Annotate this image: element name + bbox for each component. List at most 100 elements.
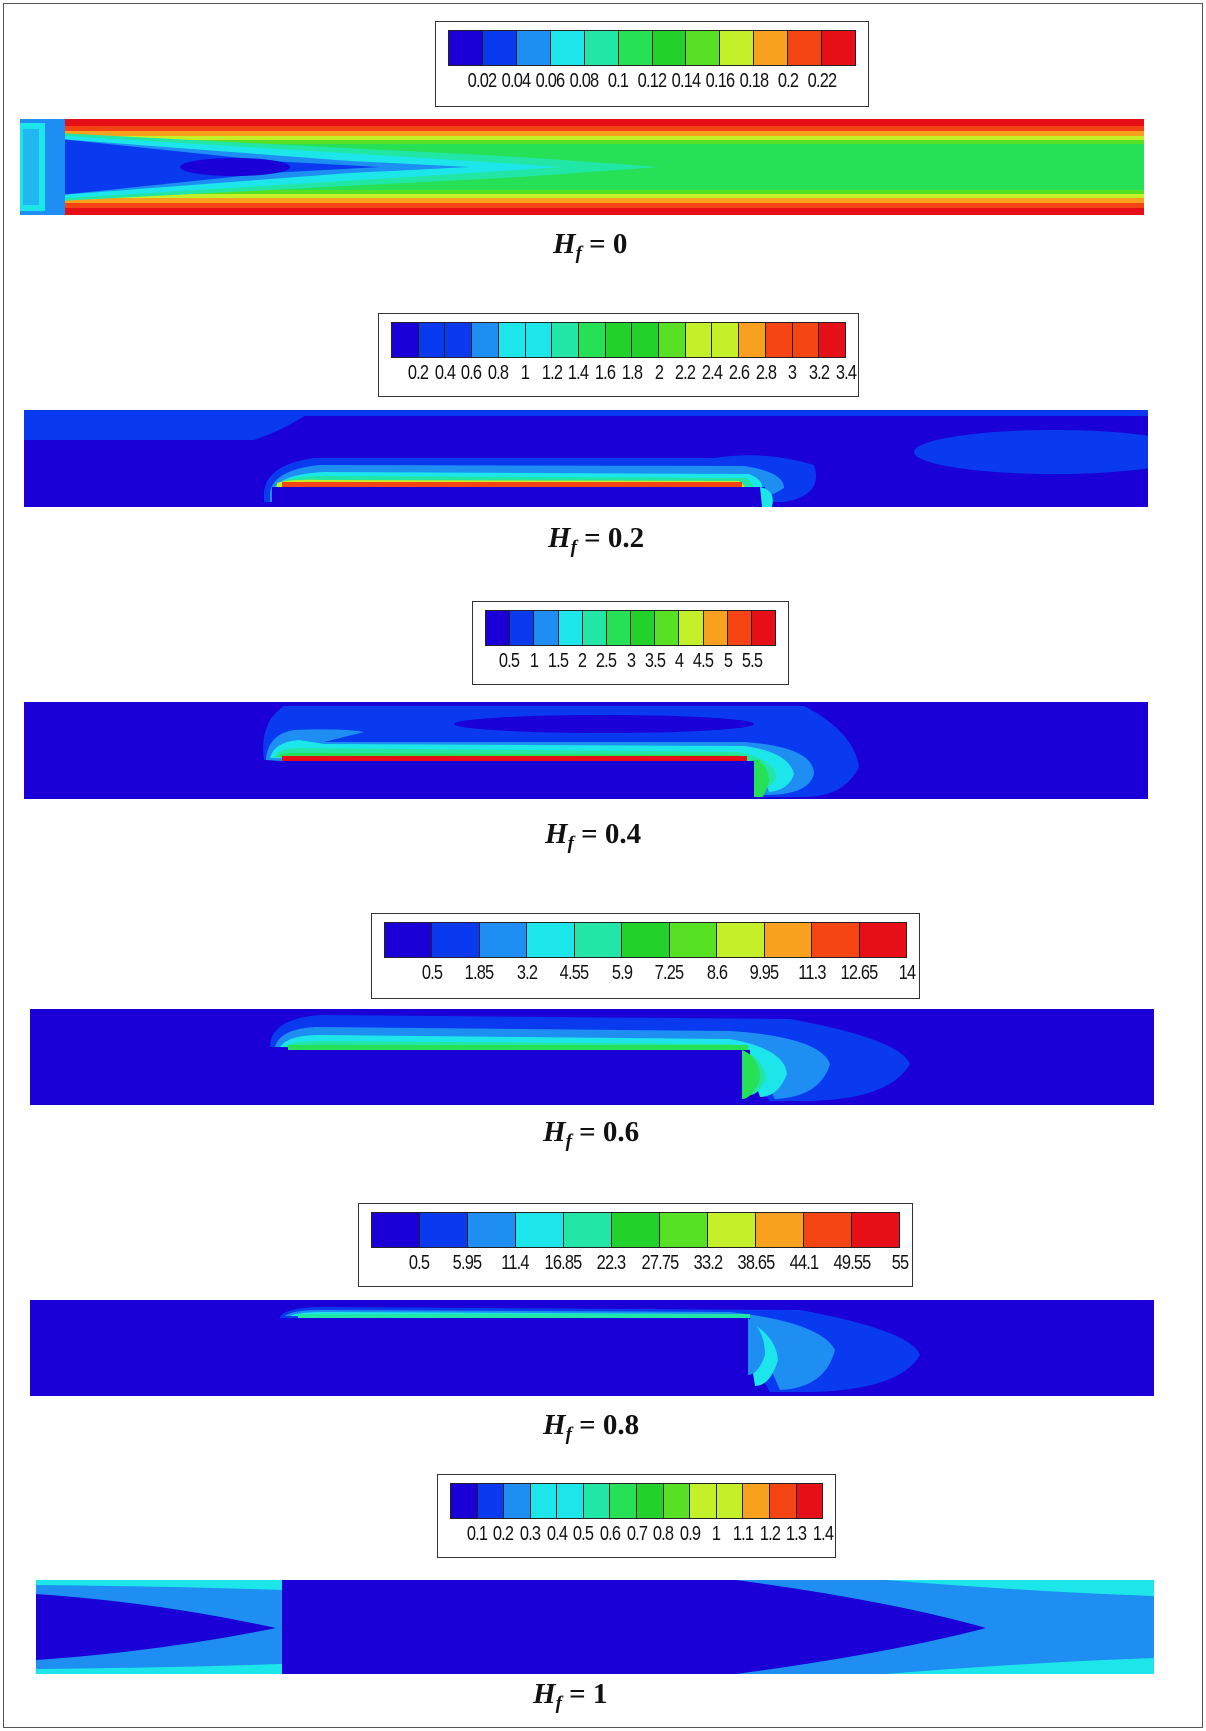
colorbar-tick-label: 1 [529,650,538,672]
colorbar-segment [812,923,860,957]
colorbar-tick-label: 0.6 [461,362,482,384]
figure-frame [3,3,1203,1728]
colorbar-segment [788,31,823,65]
colorbar-tick-label: 7.25 [654,962,684,984]
colorbar-tick-label: 9.95 [750,962,779,984]
colorbar-tick-label: 38.65 [737,1252,775,1274]
caption: Hf = 1 [533,1678,608,1714]
colorbar-segment [822,31,856,65]
colorbar-tick-label: 0.5 [421,962,442,984]
colorbar-ticks: 0.2 0.4 0.6 0.8 1 1.2 1.4 1.6 1.8 2 2.2 2.4 2.6 2.8 3 3… [391,362,857,386]
colorbar-segment [527,923,575,957]
colorbar-tick-label: 3.2 [809,362,830,384]
colorbar-legend: 0.5 1 1.5 2 2.5 3 3.5 4 4.5 5 5.5 [472,601,789,685]
colorbar-legend: 0.5 1.85 3.2 4.55 5.9 7.25 8.6 9.95 11.3 12.65 14 [371,913,920,999]
colorbar-tick-label: 11.4 [501,1252,530,1274]
colorbar-tick-label: 0.2 [493,1523,514,1545]
colorbar-tick-label: 1.4 [812,1523,834,1545]
colorbar-segment [679,611,704,645]
colorbar-tick-label: 4 [674,650,684,672]
colorbar-segment [558,611,583,645]
colorbar-tick-label: 3 [788,362,797,384]
contour-plot [30,1300,1154,1396]
colorbar-segment [445,323,473,357]
colorbar-tick-label: 4.55 [559,962,589,984]
colorbar-segment [663,1484,691,1518]
colorbar-tick-label: 1.8 [621,362,643,384]
colorbar-segment [690,1484,717,1518]
colorbar-segment [479,923,528,957]
colorbar-segment [685,323,713,357]
colorbar-segment [712,323,740,357]
colorbar-ticks: 0.1 0.2 0.3 0.4 0.5 0.6 0.7 0.8 0.9 1 1.1 1.2 1.3 1.4 [450,1523,834,1547]
colorbar-segment [859,923,906,957]
colorbar-segment [385,923,433,957]
colorbar-tick-label: 27.75 [641,1252,679,1274]
colorbar-tick-label: 2.5 [596,650,617,672]
colorbar [391,322,846,358]
colorbar-segment [432,923,480,957]
colorbar-segment [498,323,526,357]
colorbar-segment [659,323,686,357]
colorbar-segment [622,923,670,957]
caption: Hf = 0.6 [543,1116,640,1152]
colorbar-ticks: 0.5 1 1.5 2 2.5 3 3.5 4 4.5 5 5.5 [485,650,776,674]
colorbar-ticks: 0.5 5.95 11.4 16.85 22.3 27.75 33.2 38.65 44.1 49… [371,1252,909,1276]
colorbar-segment [557,1484,584,1518]
colorbar-segment [392,323,419,357]
colorbar-tick-label: 55 [891,1252,909,1274]
colorbar-legend: 0.5 5.95 11.4 16.85 22.3 27.75 33.2 38.65 44.1 49… [358,1203,913,1287]
contour-plot [30,1009,1154,1105]
colorbar-tick-label: 0.5 [573,1523,594,1545]
colorbar-tick-label: 4.5 [693,650,714,672]
colorbar-segment [504,1484,531,1518]
colorbar-segment [578,323,606,357]
colorbar-segment [610,1484,638,1518]
colorbar-tick-label: 3.5 [644,650,666,672]
colorbar-segment [516,31,551,65]
colorbar-segment [420,1213,468,1247]
colorbar-tick-label: 0.6 [599,1523,621,1545]
colorbar-segment [449,31,483,65]
colorbar-legend: 0.1 0.2 0.3 0.4 0.5 0.6 0.7 0.8 0.9 1 1.1 1.2 1.3 1.4 [437,1474,836,1558]
colorbar-tick-label: 0.4 [546,1523,567,1545]
colorbar-ticks: 0.5 1.85 3.2 4.55 5.9 7.25 8.6 9.95 11.3 12.65 14 [384,962,916,986]
colorbar [485,610,776,646]
colorbar-tick-label: 3.2 [516,962,537,984]
colorbar-segment [652,31,687,65]
caption: Hf = 0.8 [543,1409,640,1445]
colorbar-tick-label: 0.12 [637,70,667,92]
colorbar-tick-label: 5.5 [741,650,763,672]
colorbar-tick-label: 2 [654,362,663,384]
colorbar-segment [655,611,680,645]
colorbar-tick-label: 0.16 [705,70,735,92]
colorbar-tick-label: 0.1 [466,1523,487,1545]
colorbar-segment [717,923,765,957]
colorbar-tick-label: 0.08 [569,70,599,92]
colorbar-segment [637,1484,664,1518]
colorbar-tick-label: 44.1 [789,1252,819,1274]
colorbar-segment [612,1213,660,1247]
colorbar-segment [534,611,559,645]
colorbar-tick-label: 1 [712,1523,721,1545]
colorbar-segment [703,611,728,645]
colorbar-segment [552,323,579,357]
colorbar-tick-label: 22.3 [597,1252,626,1274]
colorbar-tick-label: 0.4 [434,362,455,384]
colorbar-tick-label: 1.4 [568,362,589,384]
colorbar-segment [550,31,585,65]
colorbar [448,30,856,66]
colorbar-segment [632,323,660,357]
colorbar-segment [716,1484,744,1518]
contour-plot [24,702,1148,799]
contour-plot [20,119,1144,215]
colorbar-tick-label: 0.06 [535,70,565,92]
colorbar-segment [792,323,820,357]
colorbar-segment [769,1484,797,1518]
colorbar-segment [564,1213,612,1247]
colorbar-segment [756,1213,804,1247]
colorbar-segment [708,1213,756,1247]
colorbar-segment [468,1213,516,1247]
colorbar-tick-label: 1.6 [594,362,616,384]
colorbar-legend: 0.02 0.04 0.06 0.08 0.1 0.12 0.14 0.16 0.18 0.2 0.… [435,21,869,107]
